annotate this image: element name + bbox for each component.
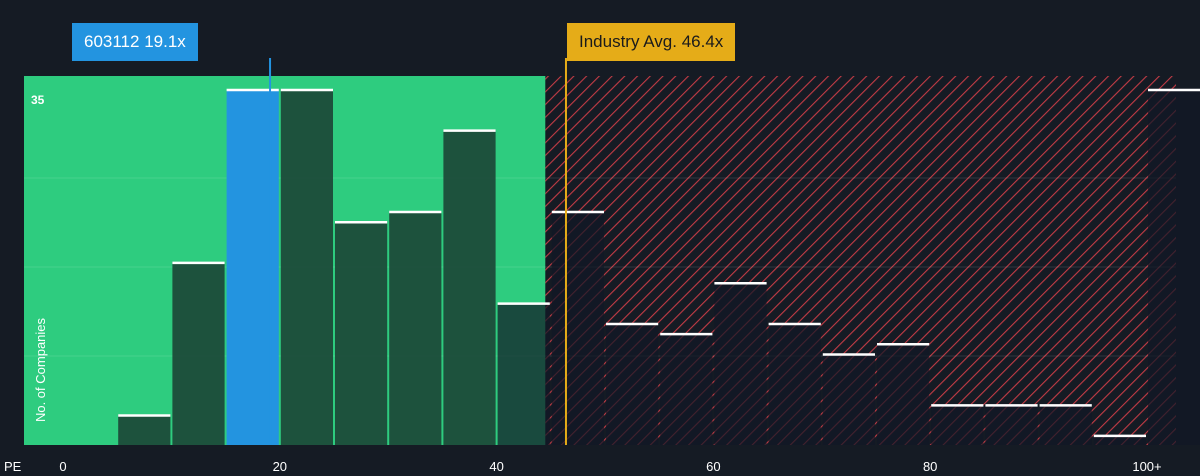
x-tick-label: 80 <box>923 459 937 474</box>
bar <box>714 282 767 445</box>
bar <box>822 353 875 445</box>
bar <box>389 211 442 445</box>
bar <box>497 302 550 445</box>
bar <box>1039 404 1092 445</box>
y-max-label: 35 <box>31 93 45 107</box>
bar <box>606 322 659 445</box>
bar <box>985 404 1038 445</box>
company-pe-callout: 603112 19.1x <box>72 23 198 61</box>
x-axis-label: PE <box>4 459 22 474</box>
bar <box>1093 434 1146 445</box>
x-tick-label: 100+ <box>1132 459 1161 474</box>
bar <box>551 211 604 445</box>
bar <box>443 129 496 445</box>
bar <box>1148 89 1200 445</box>
bar <box>172 261 225 445</box>
x-tick-label: 40 <box>489 459 503 474</box>
bar-caps-group <box>118 88 1200 438</box>
bar <box>931 404 984 445</box>
industry-average-callout: Industry Avg. 46.4x <box>567 23 736 61</box>
x-axis-ticks: 0 20 40 60 80 100+ <box>59 459 1161 474</box>
bar <box>768 322 821 445</box>
x-tick-label: 60 <box>706 459 720 474</box>
bar <box>280 89 333 445</box>
y-axis-label: No. of Companies <box>33 317 48 422</box>
bar <box>118 414 171 445</box>
bar <box>335 221 388 445</box>
x-tick-label: 0 <box>59 459 66 474</box>
x-tick-label: 20 <box>273 459 287 474</box>
bar <box>660 333 713 445</box>
bar <box>877 343 930 445</box>
